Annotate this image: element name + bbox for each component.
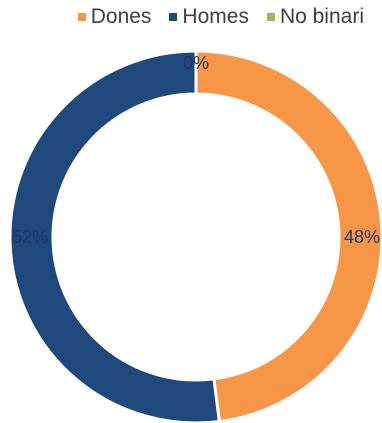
legend-label-dones: Dones: [90, 5, 152, 28]
legend-swatch-no-binari: [266, 13, 275, 21]
chart-legend: Dones Homes No binari: [0, 4, 382, 30]
data-label-dones: 48%: [344, 227, 380, 247]
data-label-homes: 52%: [12, 227, 48, 247]
legend-entry-homes: Homes: [169, 5, 249, 29]
legend-entry-dones: Dones: [77, 5, 152, 29]
slice-dones: [194, 49, 382, 423]
legend-label-no-binari: No binari: [279, 5, 364, 28]
slice-homes: [8, 49, 221, 423]
legend-entry-no-binari: No binari: [266, 5, 364, 29]
legend-swatch-homes: [169, 13, 178, 21]
data-label-no-binari: 0%: [183, 53, 209, 73]
legend-label-homes: Homes: [182, 5, 249, 28]
legend-swatch-dones: [77, 13, 86, 21]
